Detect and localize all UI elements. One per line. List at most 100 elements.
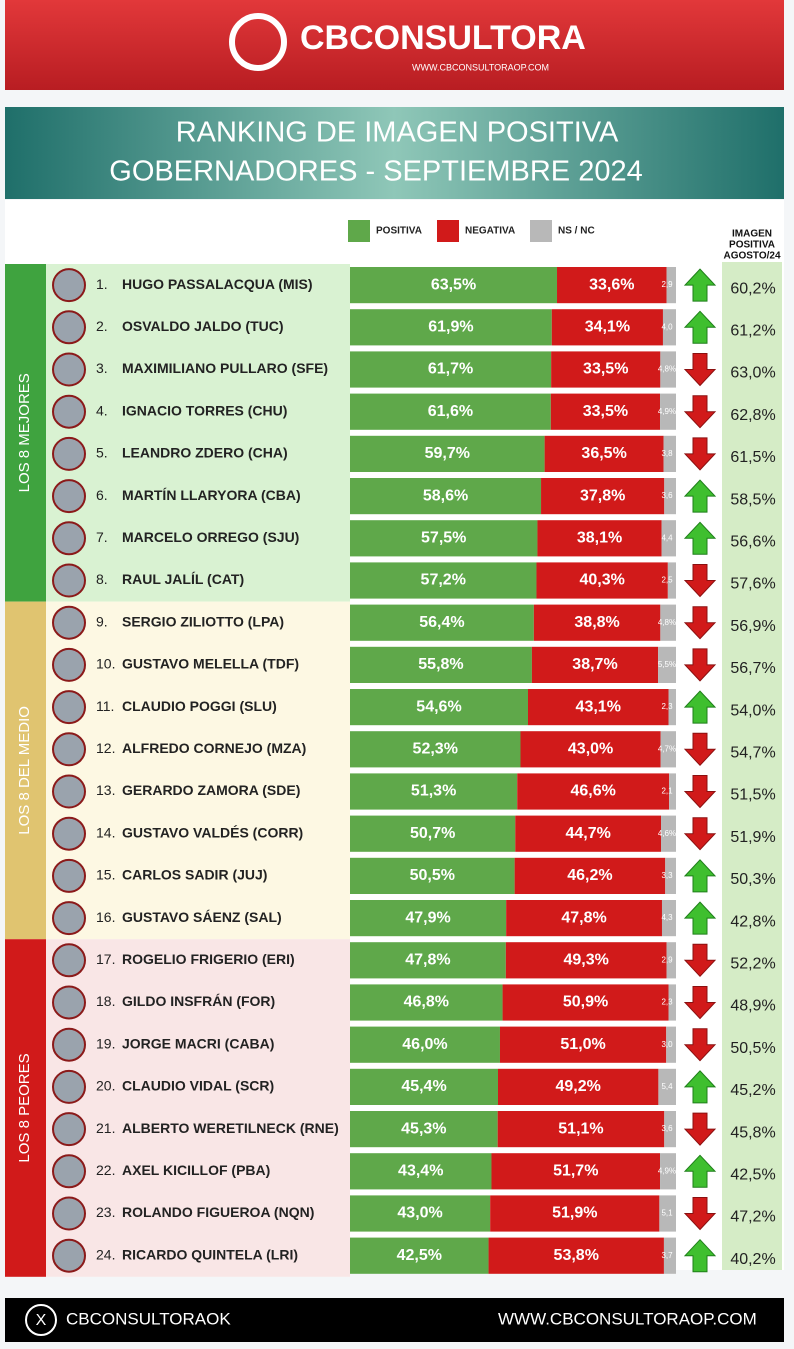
previous-title: IMAGEN (732, 229, 772, 240)
bar-segment (490, 1195, 660, 1232)
category-label: ROGELIO FRIGERIO (ERI) (122, 951, 295, 967)
rank: 21. (96, 1120, 115, 1136)
avatar (52, 1238, 86, 1273)
bar-segment (662, 309, 676, 346)
bar-segment (350, 267, 558, 304)
avatar (52, 310, 86, 345)
value-label: 49,3% (563, 952, 608, 969)
bar-segment (541, 478, 665, 515)
category-label: HUGO PASSALACQUA (MIS) (122, 276, 313, 292)
value-label: 4,0 (661, 322, 673, 331)
bar-segment (502, 984, 669, 1021)
bar-segment (350, 1068, 499, 1105)
value-label: 61,7% (428, 361, 473, 378)
avatar (52, 352, 86, 387)
bar-segment (663, 435, 676, 472)
previous-value: 62,8% (730, 407, 775, 424)
rank: 15. (96, 867, 115, 883)
value-label: 51,3% (411, 783, 456, 800)
bar-segment (666, 942, 676, 979)
value-label: 47,8% (405, 952, 450, 969)
legend-swatch (530, 220, 552, 242)
avatar (52, 479, 86, 514)
avatar (52, 943, 86, 978)
rank: 2. (96, 318, 108, 334)
header-url: WWW.CBCONSULTORAOP.COM (412, 62, 549, 72)
value-label: 4,9% (658, 407, 676, 416)
trend-arrow (683, 943, 717, 978)
value-label: 53,8% (554, 1247, 599, 1264)
bar-segment (505, 942, 667, 979)
legend-swatch (437, 220, 459, 242)
category-label: ALBERTO WERETILNECK (RNE) (122, 1120, 339, 1136)
category-label: MAXIMILIANO PULLARO (SFE) (122, 360, 328, 376)
previous-value: 42,5% (730, 1167, 775, 1184)
value-label: 45,4% (401, 1078, 446, 1095)
bar-segment (350, 731, 521, 768)
previous-value: 51,5% (730, 787, 775, 804)
value-label: 49,2% (556, 1078, 601, 1095)
value-label: 45,3% (401, 1120, 446, 1137)
value-label: 46,6% (571, 783, 616, 800)
trend-arrow (683, 648, 717, 682)
bar-segment (350, 942, 506, 979)
trend-arrow (683, 1028, 717, 1062)
avatar (52, 394, 86, 429)
group-strip (5, 264, 46, 602)
value-label: 46,2% (567, 867, 612, 884)
value-label: 38,1% (577, 530, 622, 547)
avatar (52, 563, 86, 598)
bar-segment (658, 1068, 676, 1105)
bar-segment (663, 1237, 676, 1274)
value-label: 47,8% (561, 909, 606, 926)
avatar (52, 816, 86, 851)
value-label: 63,5% (431, 276, 476, 293)
value-label: 3,0 (661, 1040, 673, 1049)
trend-arrow (683, 817, 717, 851)
bar-segment (660, 393, 676, 430)
previous-value: 51,9% (730, 829, 775, 846)
value-label: 61,9% (428, 319, 473, 336)
value-label: 40,3% (579, 572, 624, 589)
bar-segment (350, 900, 507, 937)
previous-value: 47,2% (730, 1209, 775, 1226)
bar-segment (551, 351, 661, 388)
trend-arrow (683, 859, 717, 893)
bar-segment (350, 478, 542, 515)
value-label: 4,6% (658, 829, 676, 838)
value-label: 38,8% (574, 614, 619, 631)
rank: 7. (96, 529, 108, 545)
value-label: 56,4% (419, 614, 464, 631)
value-label: 38,7% (572, 656, 617, 673)
avatar (52, 858, 86, 893)
bar-segment (668, 689, 676, 726)
value-label: 59,7% (425, 445, 470, 462)
previous-value: 45,2% (730, 1082, 775, 1099)
avatar (52, 605, 86, 640)
previous-value: 48,9% (730, 998, 775, 1015)
rank: 6. (96, 487, 108, 503)
category-label: AXEL KICILLOF (PBA) (122, 1162, 270, 1178)
rank: 8. (96, 571, 108, 587)
bar-segment (557, 267, 667, 304)
previous-value: 56,6% (730, 534, 775, 551)
previous-value: 45,8% (730, 1124, 775, 1141)
trend-arrow (683, 606, 717, 640)
bar-segment (350, 309, 552, 346)
value-label: 57,2% (421, 572, 466, 589)
previous-value: 52,2% (730, 956, 775, 973)
value-label: 3,7 (661, 1251, 673, 1260)
value-label: 50,5% (410, 867, 455, 884)
value-label: 42,5% (397, 1247, 442, 1264)
legend-swatch (348, 220, 370, 242)
category-label: GUSTAVO SÁENZ (SAL) (122, 909, 282, 925)
rank: 11. (96, 698, 114, 714)
group-background (46, 939, 350, 1277)
bar-segment (491, 1153, 661, 1190)
value-label: 52,3% (413, 741, 458, 758)
previous-value: 54,7% (730, 745, 775, 762)
bar-segment (350, 1111, 498, 1148)
bar-segment (350, 984, 503, 1021)
trend-arrow (683, 479, 717, 513)
avatar (52, 1154, 86, 1189)
